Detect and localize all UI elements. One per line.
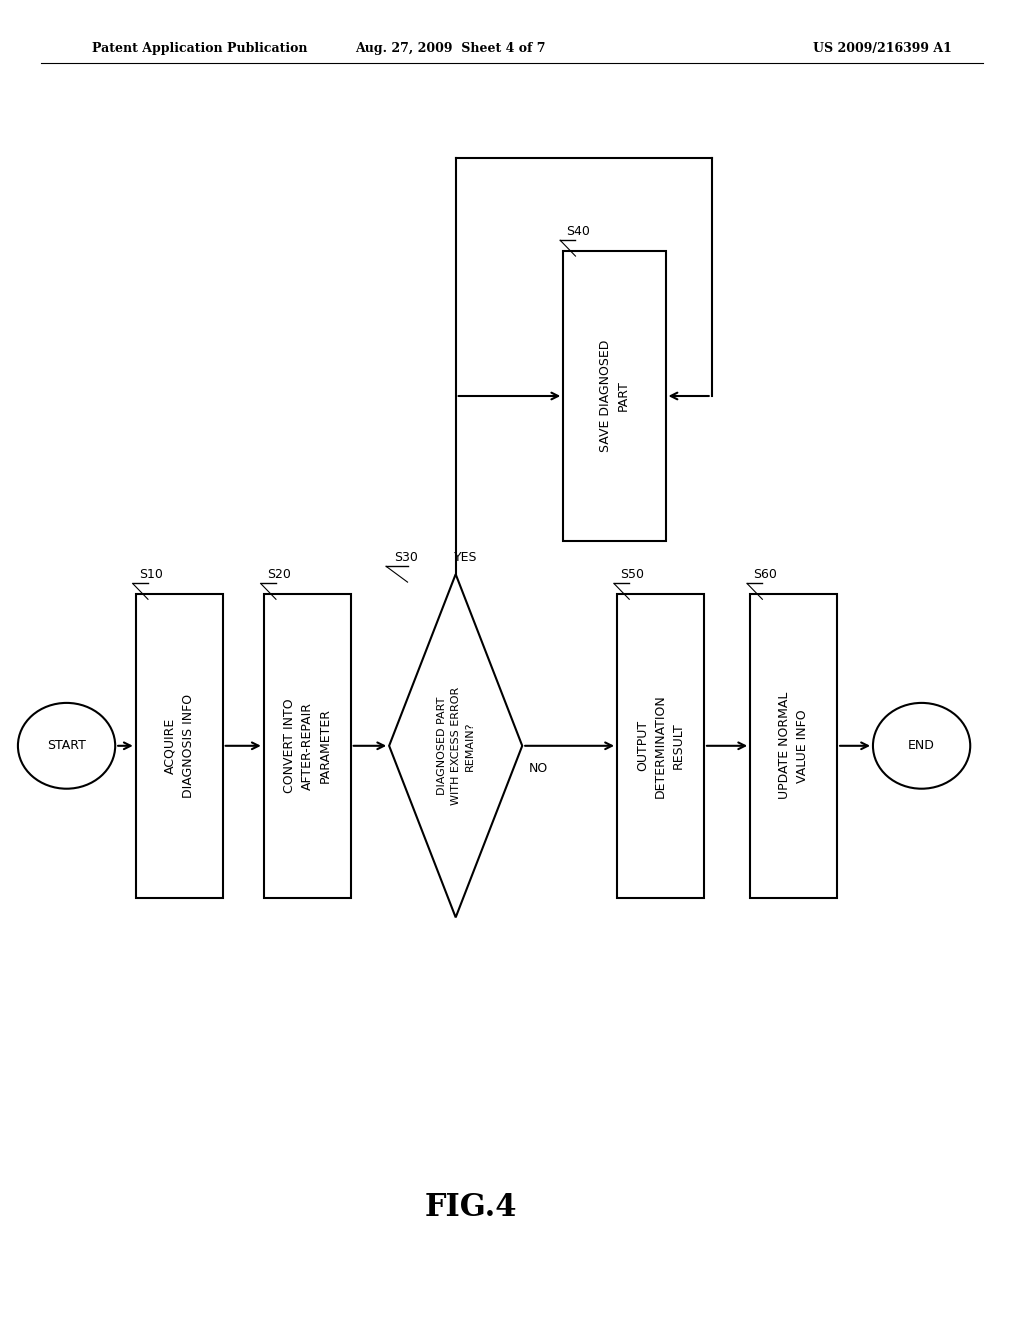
Text: OUTPUT
DETERMINATION
RESULT: OUTPUT DETERMINATION RESULT [636, 694, 685, 797]
Text: ACQUIRE
DIAGNOSIS INFO: ACQUIRE DIAGNOSIS INFO [164, 694, 195, 797]
Text: END: END [908, 739, 935, 752]
Bar [616, 594, 705, 898]
Text: NO: NO [528, 762, 548, 775]
Polygon shape [389, 574, 522, 917]
Ellipse shape [18, 702, 115, 788]
Text: YES: YES [455, 550, 477, 564]
Bar [750, 594, 838, 898]
Text: DIAGNOSED PART
WITH EXCESS ERROR
REMAIN?: DIAGNOSED PART WITH EXCESS ERROR REMAIN? [436, 686, 475, 805]
Text: S20: S20 [266, 568, 291, 581]
Bar [563, 251, 666, 541]
Text: S60: S60 [754, 568, 777, 581]
Text: US 2009/216399 A1: US 2009/216399 A1 [813, 42, 952, 55]
Text: Aug. 27, 2009  Sheet 4 of 7: Aug. 27, 2009 Sheet 4 of 7 [355, 42, 546, 55]
Text: START: START [47, 739, 86, 752]
Text: S40: S40 [566, 224, 590, 238]
Text: UPDATE NORMAL
VALUE INFO: UPDATE NORMAL VALUE INFO [778, 692, 809, 800]
Text: S10: S10 [138, 568, 163, 581]
Bar [264, 594, 350, 898]
Text: Patent Application Publication: Patent Application Publication [92, 42, 307, 55]
Text: S50: S50 [621, 568, 644, 581]
Text: SAVE DIAGNOSED
PART: SAVE DIAGNOSED PART [599, 339, 630, 453]
Text: CONVERT INTO
AFTER-REPAIR
PARAMETER: CONVERT INTO AFTER-REPAIR PARAMETER [283, 698, 332, 793]
Text: FIG.4: FIG.4 [425, 1192, 517, 1224]
Ellipse shape [872, 702, 971, 788]
Bar [135, 594, 222, 898]
Text: S30: S30 [394, 550, 418, 564]
